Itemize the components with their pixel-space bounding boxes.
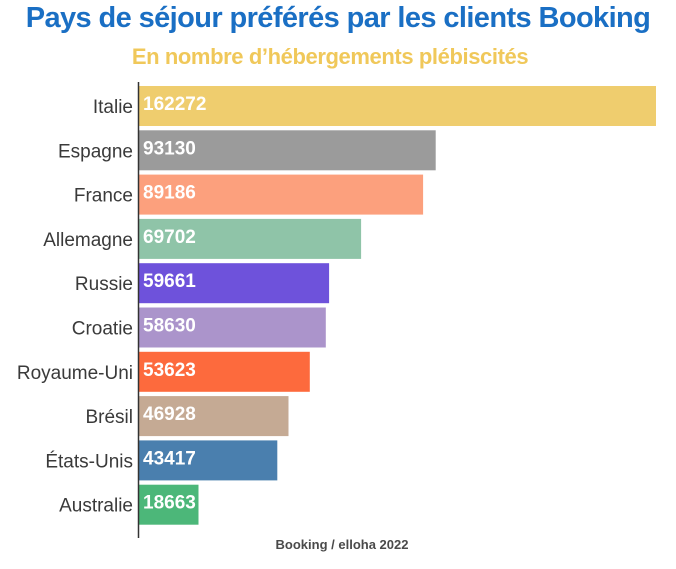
value-label-5: 58630 <box>143 316 196 337</box>
category-label-8: États-Unis <box>45 451 133 472</box>
category-label-9: Australie <box>59 496 133 517</box>
chart-subtitle: En nombre d’hébergements plébiscités <box>131 44 529 69</box>
category-label-3: Allemagne <box>43 230 133 251</box>
chart-title: Pays de séjour préférés par les clients … <box>25 2 651 34</box>
bar-8 <box>139 440 278 481</box>
value-label-4: 59661 <box>143 271 196 292</box>
source-note: Booking / elloha 2022 <box>275 537 409 552</box>
category-label-5: Croatie <box>72 319 133 340</box>
bar-4 <box>139 263 330 304</box>
category-label-6: Royaume-Uni <box>17 363 133 384</box>
bar-7 <box>139 396 289 437</box>
value-label-1: 93130 <box>143 138 196 159</box>
value-label-9: 18663 <box>143 493 196 514</box>
category-label-7: Brésil <box>85 407 133 428</box>
bar-3 <box>139 218 362 259</box>
bar-1 <box>139 130 436 171</box>
category-label-1: Espagne <box>58 141 133 162</box>
bar-6 <box>139 351 310 392</box>
value-label-0: 162272 <box>143 94 206 115</box>
category-label-0: Italie <box>93 97 133 118</box>
value-label-8: 43417 <box>143 448 196 469</box>
bar-2 <box>139 174 424 215</box>
value-label-7: 46928 <box>143 404 196 425</box>
value-label-6: 53623 <box>143 360 196 381</box>
value-label-3: 69702 <box>143 227 196 248</box>
bar-0 <box>139 86 656 126</box>
category-label-4: Russie <box>75 274 133 295</box>
bars-layer: 162272 Italie 93130 Espagne 89186 France 69702… <box>17 86 656 525</box>
category-label-2: France <box>74 186 133 207</box>
bar-5 <box>139 307 326 348</box>
value-label-2: 89186 <box>143 183 196 204</box>
bar-9 <box>139 484 199 525</box>
